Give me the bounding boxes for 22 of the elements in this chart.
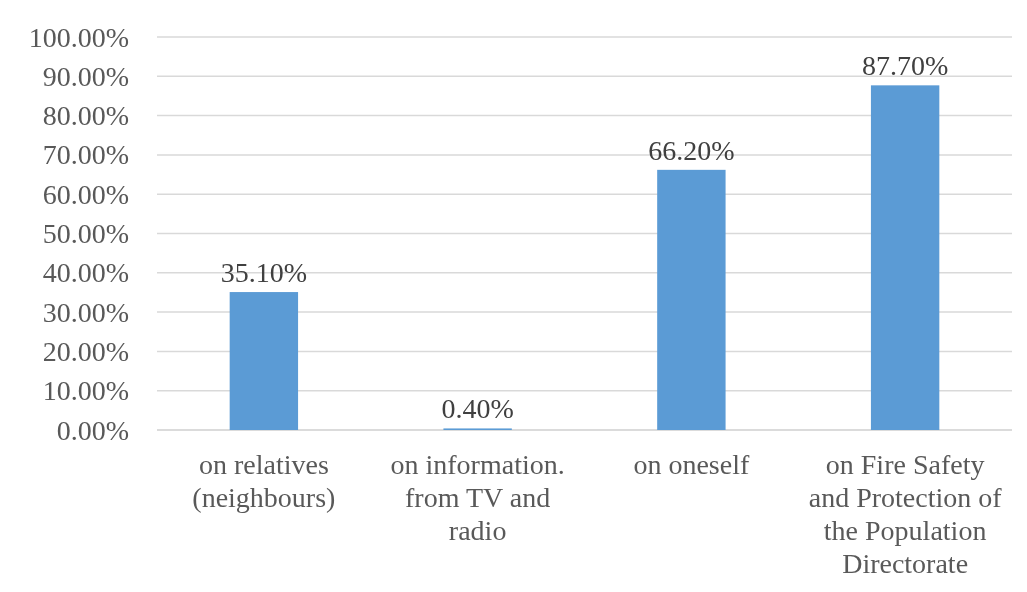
bar <box>657 169 726 430</box>
y-tick-label: 100.00% <box>28 21 129 53</box>
bar <box>229 292 299 430</box>
x-tick-label: on information. from TV and radio <box>390 449 565 546</box>
y-tick-label: 80.00% <box>42 100 129 132</box>
x-tick-label: on Fire Safety and Protection of the Population Directorate <box>808 449 1003 579</box>
data-label: 35.10% <box>220 257 308 289</box>
y-tick-label: 20.00% <box>42 335 129 367</box>
data-label: 66.20% <box>648 134 735 166</box>
y-tick-label: 90.00% <box>42 60 129 92</box>
y-tick-label: 10.00% <box>42 375 129 407</box>
y-tick-label: 50.00% <box>42 218 129 249</box>
y-tick-label: 30.00% <box>42 296 129 328</box>
bar <box>870 85 940 430</box>
y-tick-label: 70.00% <box>42 139 129 171</box>
y-tick-label: 0.00% <box>56 414 129 446</box>
y-tick-label: 60.00% <box>42 178 129 210</box>
x-tick-label: on oneself <box>633 449 750 480</box>
y-tick-label: 40.00% <box>42 257 129 289</box>
data-label: 0.40% <box>441 393 514 425</box>
x-tick-label: on relatives (neighbours) <box>192 449 336 513</box>
data-label: 87.70% <box>861 50 949 82</box>
